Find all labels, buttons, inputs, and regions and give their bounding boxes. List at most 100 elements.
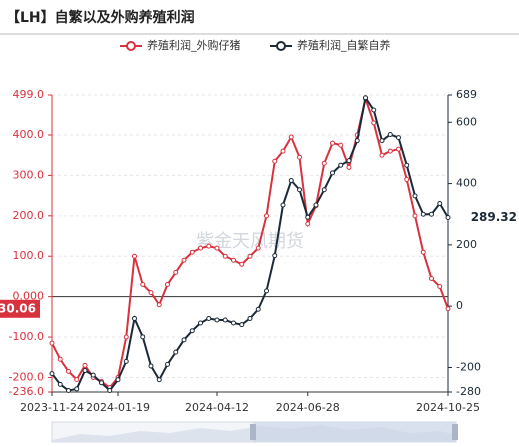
end-label: 289.32 bbox=[471, 210, 517, 224]
point bbox=[280, 148, 286, 154]
point bbox=[148, 363, 154, 369]
point bbox=[247, 253, 253, 259]
point bbox=[420, 211, 426, 217]
point bbox=[181, 337, 187, 343]
point bbox=[354, 138, 360, 144]
point bbox=[396, 135, 401, 141]
point bbox=[297, 154, 302, 160]
point bbox=[412, 193, 418, 199]
point bbox=[338, 142, 344, 148]
point bbox=[198, 320, 203, 326]
y-tick-label: 300.0 bbox=[13, 168, 45, 181]
point bbox=[49, 371, 55, 377]
y-tick-label: 200.0 bbox=[13, 209, 45, 222]
zoom-window[interactable] bbox=[253, 422, 456, 442]
point bbox=[214, 245, 220, 251]
y2-tick-label: 400 bbox=[456, 177, 477, 190]
point bbox=[214, 317, 220, 323]
y-tick-label: 100.0 bbox=[13, 249, 45, 262]
point bbox=[140, 282, 146, 288]
point bbox=[198, 245, 203, 251]
y-tick-label: 400.0 bbox=[13, 128, 45, 141]
y-tick-label: 0.000 bbox=[13, 290, 45, 303]
point bbox=[445, 306, 451, 312]
point bbox=[297, 187, 302, 193]
point bbox=[189, 328, 195, 334]
x-tick-label: 2024-10-25 bbox=[416, 401, 480, 414]
point bbox=[255, 245, 261, 251]
point bbox=[132, 315, 137, 321]
zoom-handle[interactable] bbox=[250, 424, 256, 440]
point bbox=[206, 315, 212, 321]
point bbox=[222, 317, 228, 323]
point bbox=[330, 170, 335, 176]
point bbox=[272, 253, 278, 259]
point bbox=[49, 340, 55, 346]
point bbox=[280, 202, 286, 208]
point bbox=[239, 322, 245, 328]
point bbox=[396, 146, 401, 152]
point bbox=[74, 376, 80, 382]
point bbox=[255, 306, 261, 312]
legend-label: 养殖利润_外购仔猪 bbox=[147, 38, 241, 52]
point bbox=[82, 368, 88, 374]
chart-title: 【LH】自繁以及外购养殖利润 bbox=[6, 9, 195, 26]
point bbox=[330, 140, 335, 146]
point bbox=[346, 158, 352, 164]
point bbox=[107, 387, 113, 393]
y-tick-label: -100.0 bbox=[9, 330, 44, 343]
point bbox=[148, 290, 154, 296]
end-label-bg bbox=[0, 299, 40, 318]
point bbox=[264, 288, 269, 294]
point bbox=[321, 160, 327, 166]
point bbox=[181, 257, 187, 263]
point bbox=[165, 282, 170, 288]
point bbox=[363, 95, 368, 101]
point bbox=[90, 372, 96, 378]
x-tick-label: 2024-06-28 bbox=[276, 401, 340, 414]
point bbox=[305, 214, 311, 220]
point bbox=[437, 201, 443, 207]
point bbox=[371, 107, 377, 113]
point bbox=[288, 134, 294, 140]
point bbox=[231, 257, 236, 263]
x-tick-label: 2024-04-12 bbox=[185, 401, 249, 414]
point bbox=[288, 178, 294, 184]
point bbox=[379, 138, 385, 144]
end-label: -30.06 bbox=[0, 301, 36, 315]
point bbox=[387, 132, 393, 138]
point bbox=[231, 320, 236, 326]
y-tick-label: -200.0 bbox=[9, 370, 44, 383]
point bbox=[429, 211, 434, 217]
x-tick-label: 2024-01-19 bbox=[86, 401, 150, 414]
point bbox=[404, 162, 410, 168]
point bbox=[57, 356, 63, 362]
y2-tick-label: 689 bbox=[456, 88, 477, 101]
point bbox=[321, 187, 327, 193]
point bbox=[346, 164, 352, 170]
point bbox=[74, 386, 80, 392]
point bbox=[338, 162, 344, 168]
point bbox=[445, 215, 451, 221]
point bbox=[140, 334, 146, 340]
point bbox=[66, 387, 71, 393]
point bbox=[429, 275, 434, 281]
y-tick-label: 499.0 bbox=[13, 88, 45, 101]
point bbox=[156, 377, 162, 383]
legend-label: 养殖利润_自繁自养 bbox=[297, 38, 391, 52]
y2-tick-label: 0 bbox=[456, 299, 463, 312]
legend-swatch bbox=[276, 41, 286, 51]
point bbox=[99, 380, 104, 386]
watermark: 紫金天风期货 bbox=[196, 231, 304, 252]
point bbox=[57, 381, 63, 387]
point bbox=[222, 253, 228, 259]
y2-tick-label: 200 bbox=[456, 238, 477, 251]
point bbox=[66, 368, 71, 374]
point bbox=[132, 253, 137, 259]
point bbox=[189, 249, 195, 255]
data-zoom[interactable] bbox=[51, 421, 458, 443]
point bbox=[437, 284, 443, 290]
zoom-handle[interactable] bbox=[452, 424, 458, 440]
point bbox=[82, 362, 88, 368]
point bbox=[305, 221, 311, 227]
